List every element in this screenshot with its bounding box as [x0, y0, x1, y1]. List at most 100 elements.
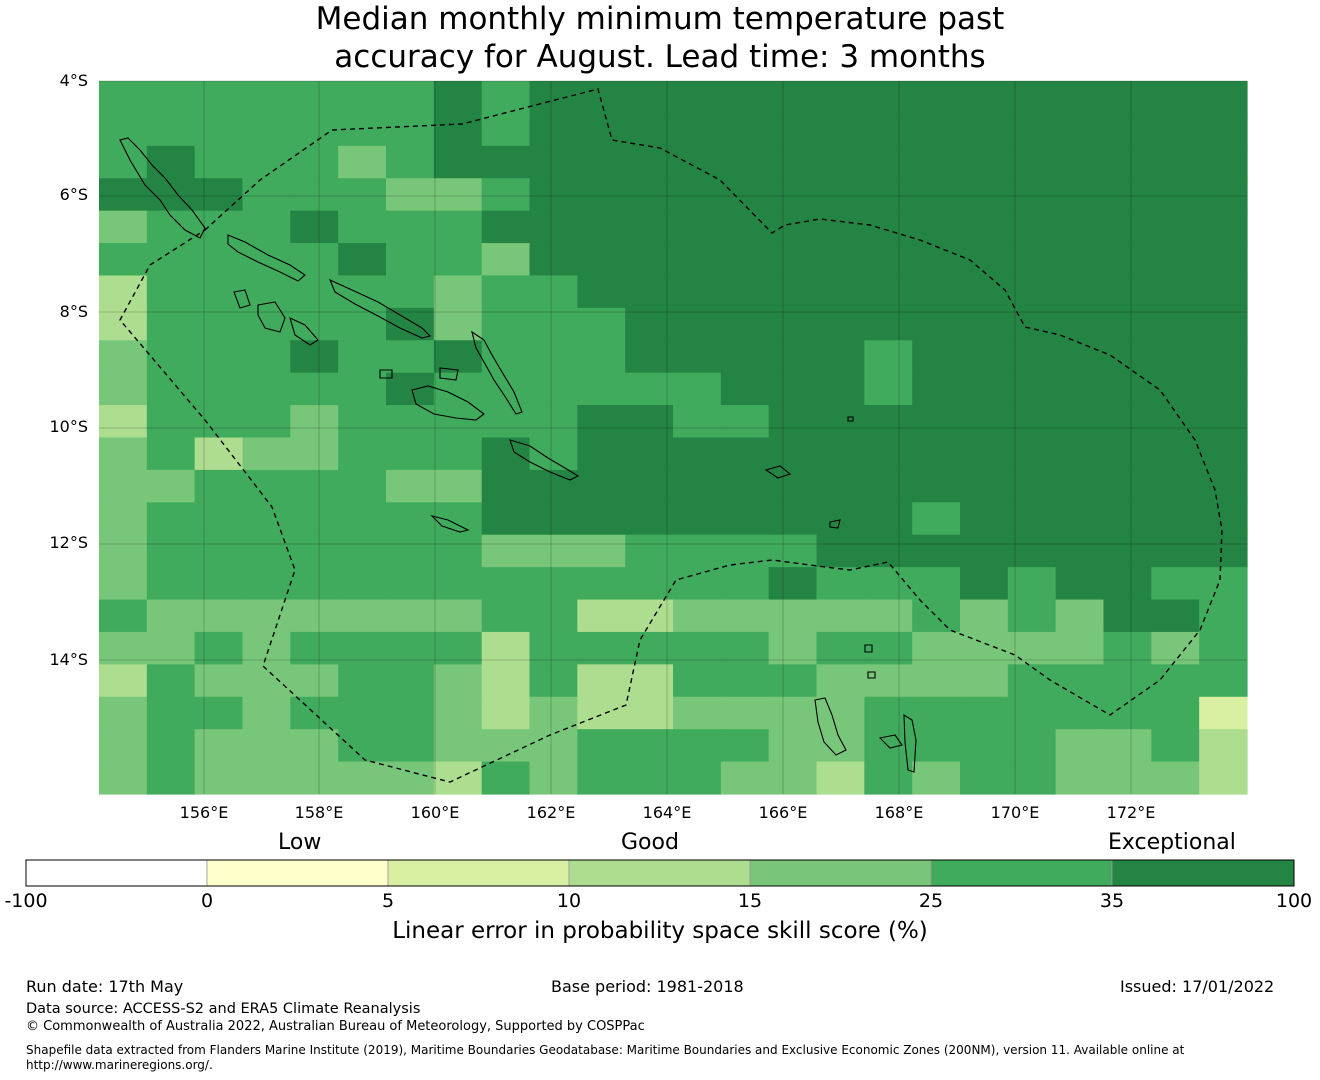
skill-cell	[290, 340, 339, 374]
skill-cell	[912, 307, 961, 341]
skill-cell	[242, 372, 291, 406]
skill-cell	[625, 307, 674, 341]
skill-cell	[338, 437, 387, 471]
skill-cell	[720, 210, 770, 244]
skill-cell	[864, 307, 913, 341]
skill-cell	[242, 696, 291, 730]
skill-cell	[433, 534, 483, 568]
colorbar-tick: 100	[1275, 890, 1313, 912]
skill-cell	[1007, 502, 1057, 536]
skill-cell	[960, 599, 1009, 633]
skill-cell	[625, 469, 674, 503]
skill-cell	[1199, 761, 1248, 795]
skill-cell	[577, 761, 626, 795]
skill-cell	[673, 178, 722, 212]
skill-cell	[720, 243, 770, 277]
skill-cell	[720, 729, 770, 763]
skill-cell	[625, 664, 674, 698]
skill-cell	[864, 469, 913, 503]
skill-cell	[99, 599, 148, 633]
skill-cell	[99, 243, 148, 277]
skill-cell	[1103, 243, 1152, 277]
skill-cell	[673, 81, 722, 115]
skill-cell	[338, 145, 387, 179]
skill-cell	[194, 469, 244, 503]
small-islets	[379, 367, 876, 679]
skill-cell	[1007, 145, 1057, 179]
skill-cell	[912, 372, 961, 406]
colorbar-tick: 5	[381, 890, 395, 912]
skill-cell	[768, 145, 818, 179]
skill-cell	[816, 696, 865, 730]
skill-cell	[290, 761, 339, 795]
eez-boundaries	[119, 88, 1223, 783]
skill-cell	[577, 243, 626, 277]
espiritu-santo-coast	[814, 697, 847, 756]
skill-cell	[99, 469, 148, 503]
shapefile-credit-line-1: Shapefile data extracted from Flanders M…	[26, 1043, 1185, 1057]
skill-cell	[720, 307, 770, 341]
skill-cell	[1151, 307, 1200, 341]
skill-cell	[1007, 275, 1057, 309]
skill-cell	[768, 502, 818, 536]
skill-cell	[1151, 534, 1200, 568]
skill-cell	[242, 567, 291, 601]
skill-cell	[386, 664, 435, 698]
bougainville-coast	[119, 137, 206, 239]
skill-cell	[864, 372, 913, 406]
skill-cell	[386, 534, 435, 568]
skill-cell	[1151, 469, 1200, 503]
skill-cell	[529, 761, 578, 795]
skill-cell	[194, 599, 244, 633]
skill-cell	[433, 664, 483, 698]
skill-cell	[1103, 405, 1152, 439]
skill-cell	[529, 81, 578, 115]
skill-cell	[912, 664, 961, 698]
skill-cell	[768, 275, 818, 309]
skill-cell	[1103, 178, 1152, 212]
skill-cell	[1199, 307, 1248, 341]
skill-cell	[242, 113, 291, 147]
skill-cell	[146, 437, 196, 471]
skill-cell	[290, 534, 339, 568]
skill-cell	[290, 113, 339, 147]
skill-cell	[1199, 178, 1248, 212]
skill-cell	[1007, 664, 1057, 698]
skill-cell	[1151, 178, 1200, 212]
skill-cell	[1151, 210, 1200, 244]
skill-cell	[146, 696, 196, 730]
skill-cell	[625, 631, 674, 665]
skill-cell	[1007, 340, 1057, 374]
skill-cell	[99, 534, 148, 568]
skill-cell	[1055, 372, 1105, 406]
skill-cell	[242, 502, 291, 536]
skill-cell	[481, 275, 531, 309]
skill-cell	[529, 405, 578, 439]
skill-cell	[768, 631, 818, 665]
skill-cell	[768, 696, 818, 730]
skill-cell	[1055, 178, 1105, 212]
skill-cell	[99, 340, 148, 374]
malaita-coast	[471, 330, 523, 415]
issued-date: Issued: 17/01/2022	[1120, 977, 1275, 996]
skill-cell	[242, 664, 291, 698]
skill-cell	[673, 502, 722, 536]
lat-label-10s: 10°S	[49, 417, 88, 436]
skill-cell	[864, 502, 913, 536]
skill-cell	[529, 729, 578, 763]
skill-cell	[529, 502, 578, 536]
skill-cell	[146, 372, 196, 406]
skill-cell	[481, 664, 531, 698]
skill-cell	[146, 567, 196, 601]
skill-cell	[1055, 145, 1105, 179]
skill-cell	[960, 469, 1009, 503]
skill-cell	[625, 761, 674, 795]
skill-cell	[864, 761, 913, 795]
skill-cell	[338, 275, 387, 309]
skill-cell	[768, 664, 818, 698]
skill-cell	[1055, 729, 1105, 763]
skill-cell	[720, 275, 770, 309]
skill-cell	[864, 567, 913, 601]
skill-cell	[720, 372, 770, 406]
skill-cell	[960, 178, 1009, 212]
